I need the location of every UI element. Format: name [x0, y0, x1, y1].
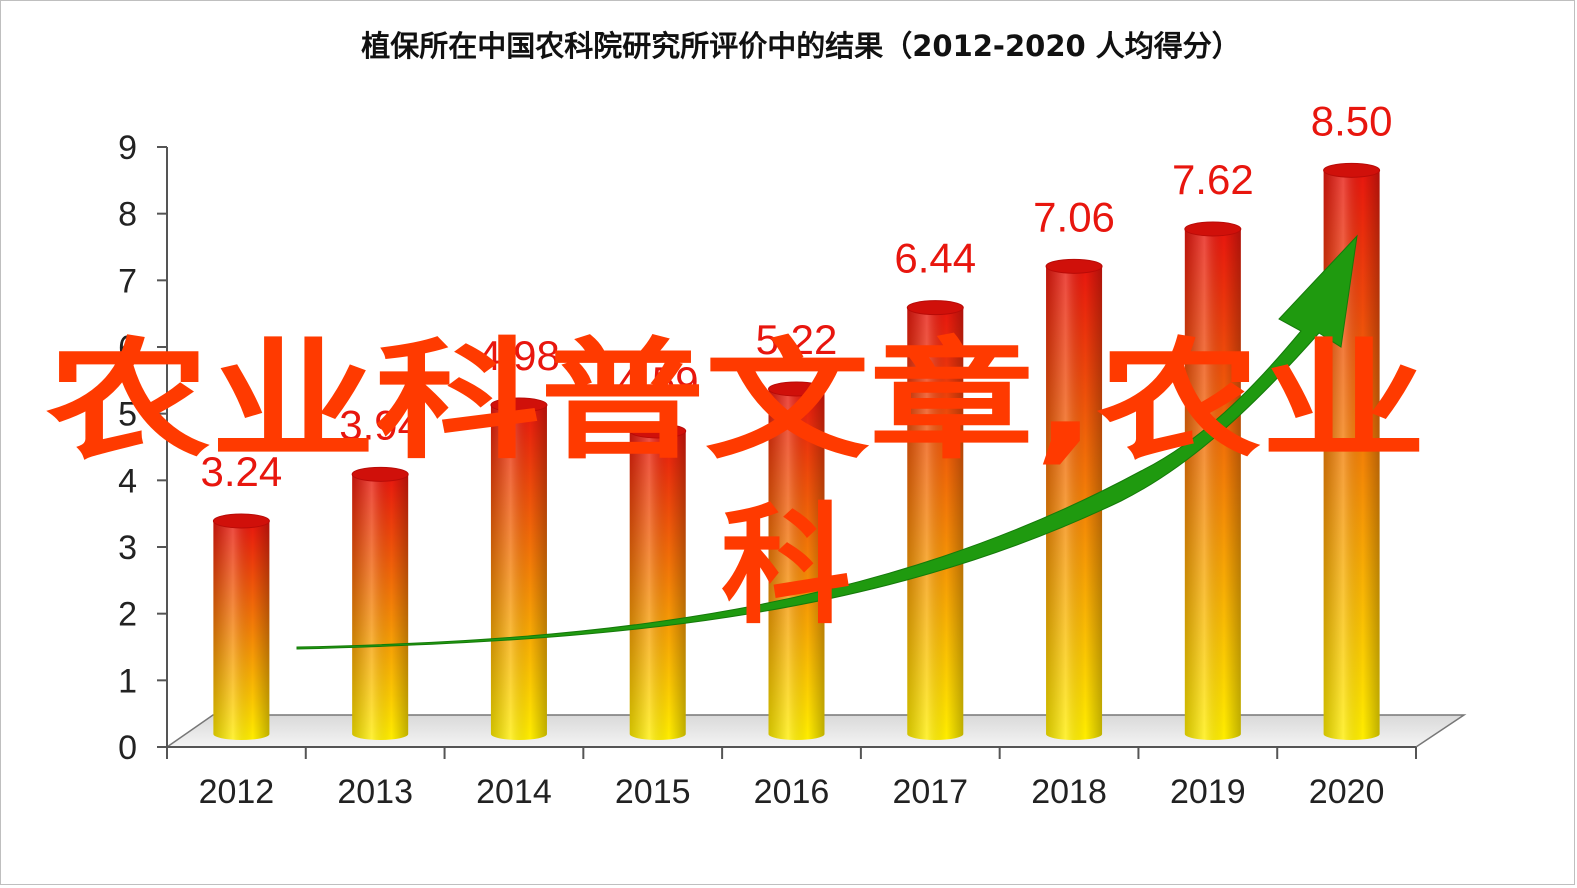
x-tick-labels: 2012 2013 2014 2015 2016 2017 2018 2019 2020 — [166, 747, 1417, 811]
bar-shading — [1046, 266, 1103, 740]
y-tick-label: 1 — [118, 662, 137, 700]
bar — [906, 300, 964, 740]
bars — [212, 162, 1381, 741]
axes — [166, 147, 1416, 748]
y-tick-label: 0 — [118, 729, 137, 767]
y-tick-label: 7 — [118, 262, 137, 300]
bar — [629, 423, 687, 740]
data-label: 7.06 — [1033, 193, 1115, 240]
bar-top-cap — [629, 423, 687, 439]
x-tick-label: 2014 — [476, 773, 552, 811]
data-label: 6.44 — [894, 235, 976, 282]
x-tick-label: 2012 — [199, 773, 275, 811]
data-label: 4.59 — [617, 358, 699, 405]
bar-shading — [907, 307, 964, 740]
bar-top-cap — [490, 397, 548, 413]
chart-title: 植保所在中国农科院研究所评价中的结果（2012-2020 人均得分） — [361, 29, 1241, 63]
y-tick-label: 2 — [118, 596, 137, 634]
data-label: 3.24 — [201, 448, 283, 495]
y-tick-label: 4 — [118, 462, 137, 500]
bar-top-cap — [1184, 221, 1242, 237]
bar — [1184, 221, 1242, 740]
x-tick-label: 2018 — [1031, 773, 1107, 811]
bar-top-cap — [212, 513, 270, 529]
x-tick-label: 2013 — [337, 773, 413, 811]
y-tick-label: 9 — [118, 129, 137, 167]
y-tick-labels: 0 1 2 3 4 5 6 7 8 9 — [118, 129, 167, 767]
x-tick-label: 2016 — [754, 773, 830, 811]
data-labels: 3.24 3.94 4.98 4.59 5.22 6.44 7.06 7.62 8.50 — [201, 97, 1393, 495]
y-tick-label: 8 — [118, 196, 137, 234]
bar-top-cap — [1323, 162, 1381, 178]
bar-shading — [213, 521, 270, 740]
y-tick-label: 3 — [118, 529, 137, 567]
bar-top-cap — [768, 381, 825, 397]
data-label: 7.62 — [1172, 156, 1254, 203]
data-label: 5.22 — [756, 316, 838, 363]
trend-arrow-shape — [296, 234, 1358, 650]
bar-top-cap — [351, 466, 409, 482]
x-tick-label: 2015 — [615, 773, 691, 811]
bar-top-cap — [906, 300, 964, 316]
bar-shading — [490, 405, 547, 740]
overlay-text-line1: 农业科普文章,农业 — [46, 325, 1426, 477]
bar — [1045, 258, 1103, 740]
bar — [768, 381, 825, 740]
bar — [490, 397, 548, 740]
bar — [351, 466, 409, 740]
overlay-text-line2: 科 — [721, 490, 851, 642]
bar-shading — [1184, 229, 1241, 740]
y-tick-label: 6 — [118, 329, 137, 367]
bar-top-cap — [1045, 258, 1103, 274]
bar-shading — [352, 474, 409, 740]
bar-shading — [768, 389, 825, 740]
data-label: 4.98 — [478, 332, 560, 379]
y-tick-label: 5 — [118, 396, 137, 434]
x-tick-label: 2019 — [1170, 773, 1246, 811]
x-tick-label: 2020 — [1309, 773, 1385, 811]
bar — [212, 513, 270, 740]
data-label: 8.50 — [1311, 97, 1393, 144]
trend-arrow — [296, 234, 1358, 650]
data-label: 3.94 — [339, 401, 421, 448]
x-tick-label: 2017 — [892, 773, 968, 811]
bar-shading — [629, 431, 686, 740]
